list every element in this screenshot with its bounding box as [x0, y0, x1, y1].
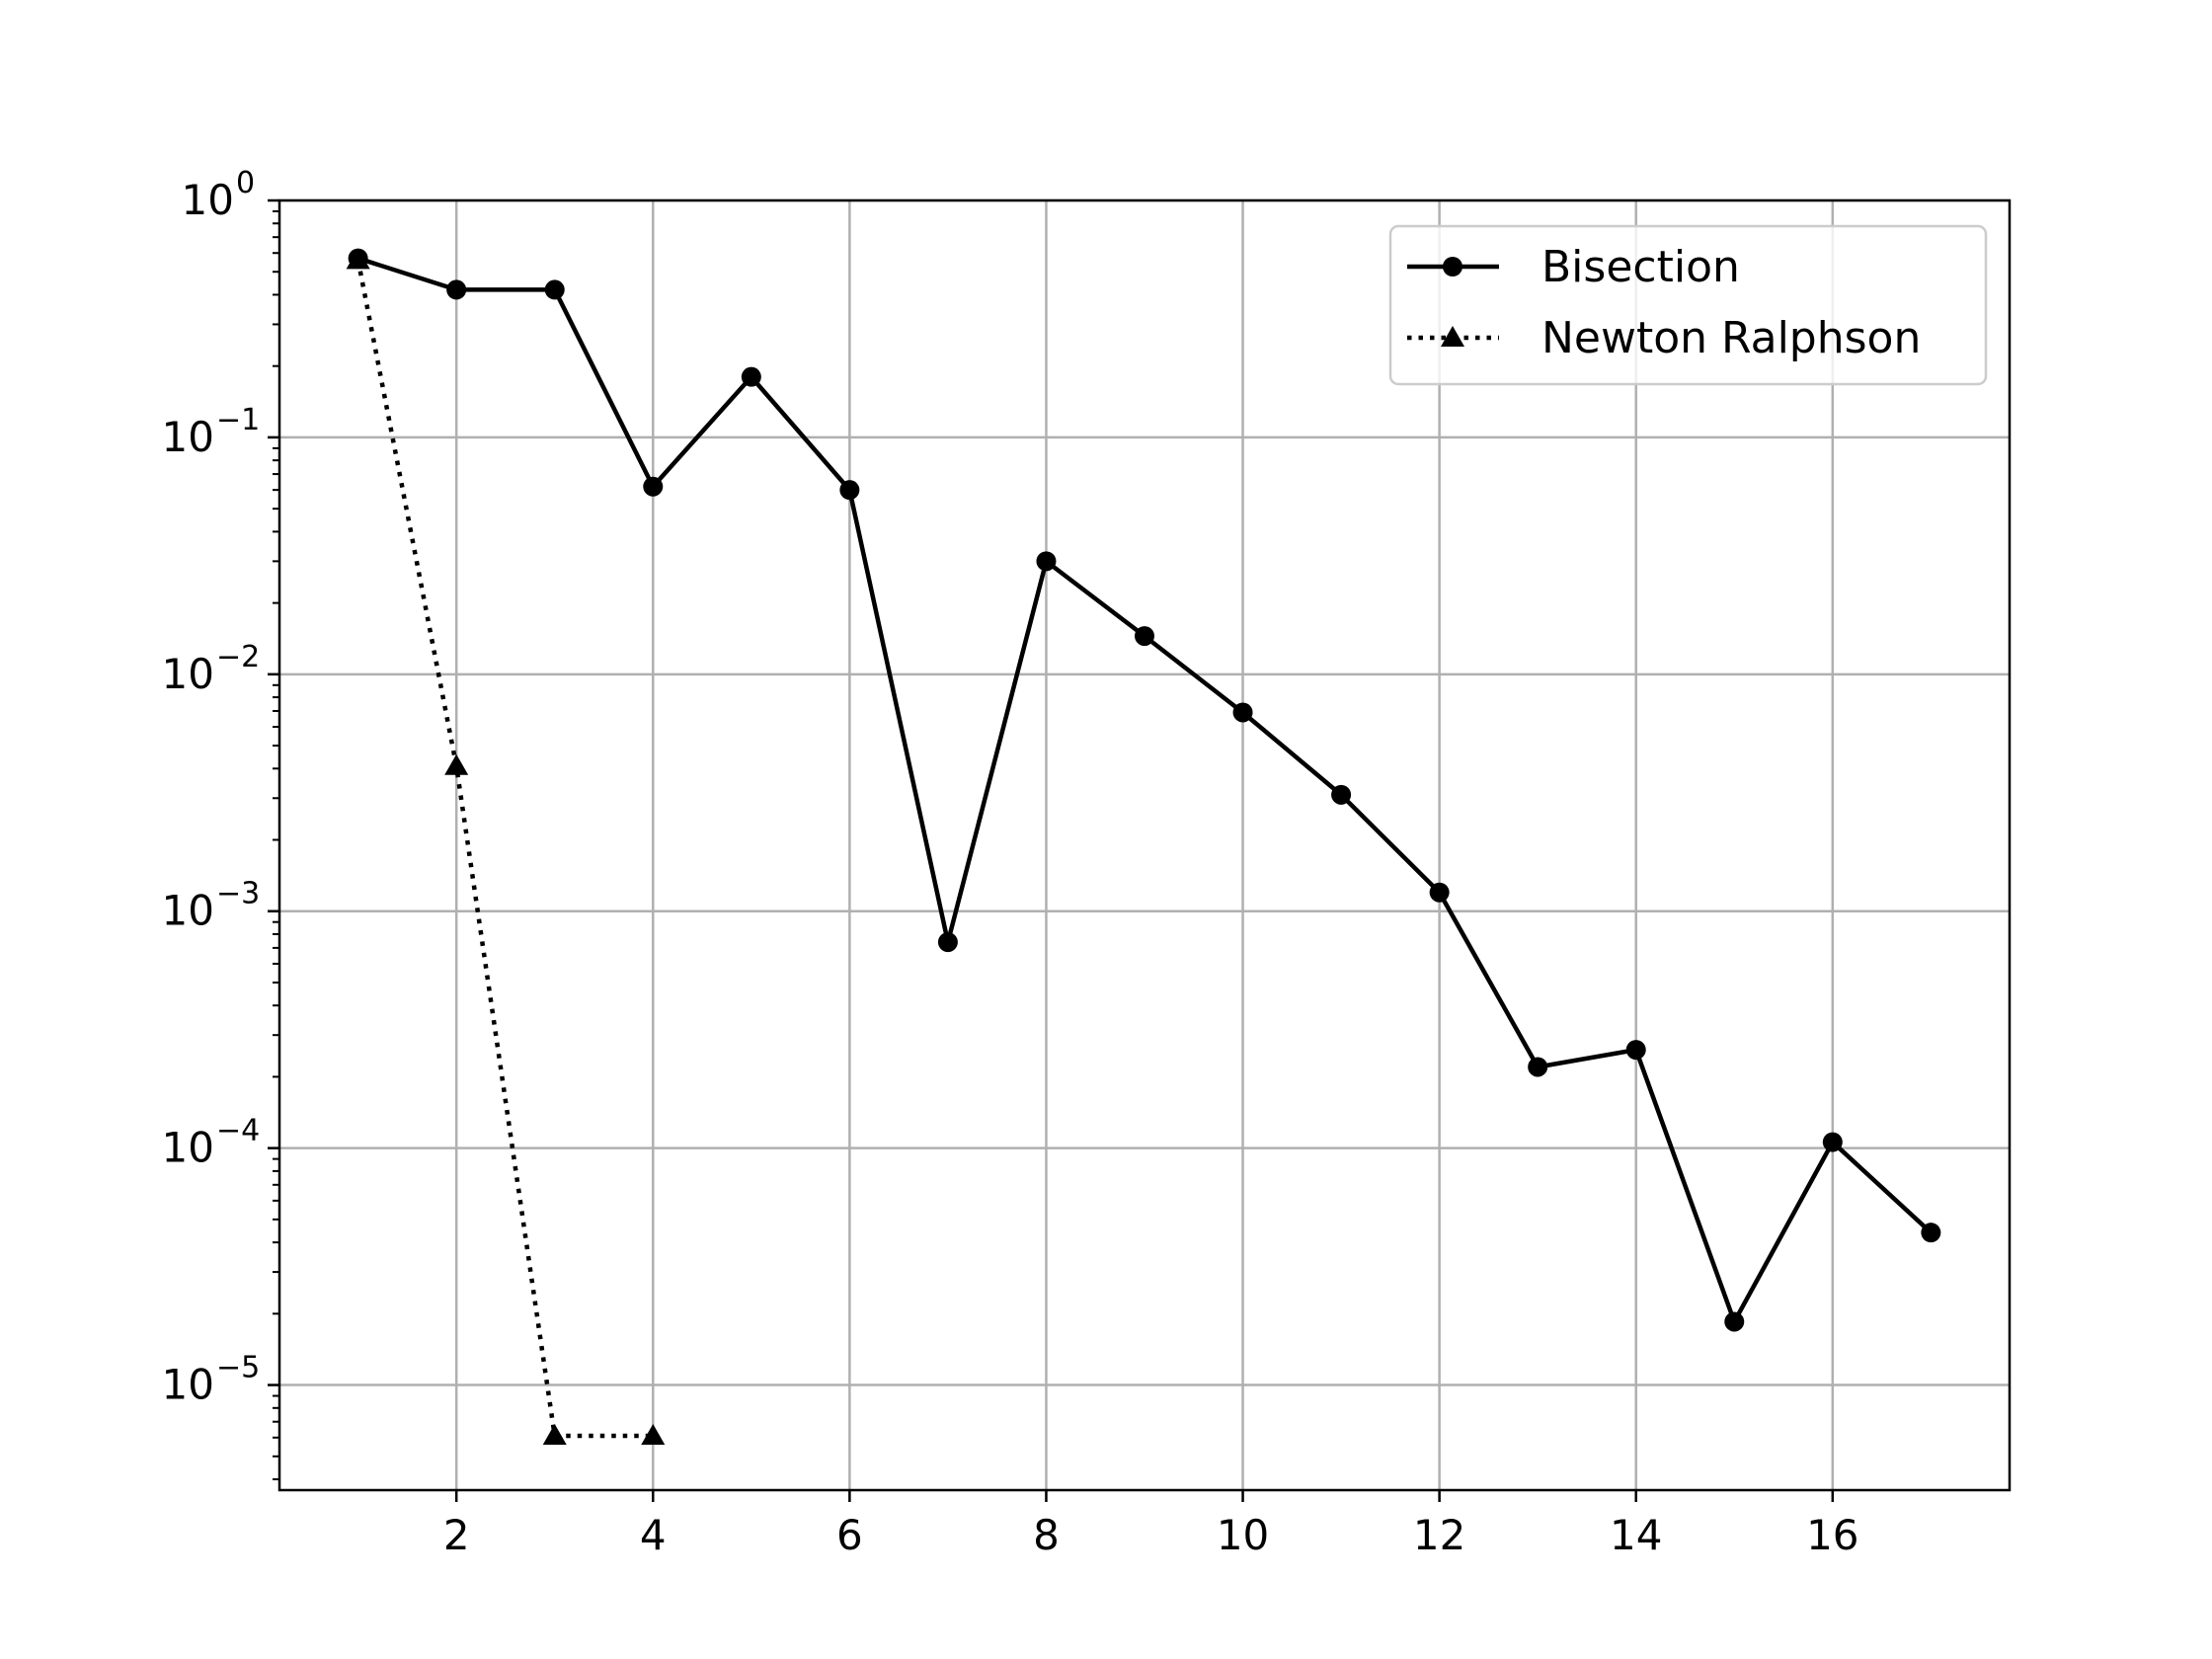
data-point: [1724, 1311, 1745, 1332]
legend-box: [1388, 224, 1988, 386]
data-point: [542, 1424, 567, 1446]
data-point: [1232, 702, 1253, 723]
data-point: [1528, 1057, 1548, 1077]
legend-marker: [1441, 326, 1464, 347]
plot-area-frame: [277, 198, 2012, 1492]
data-point: [346, 248, 370, 270]
series-line: [356, 259, 654, 1439]
x-tick-label: 14: [1610, 1511, 1662, 1559]
y-tick-label: 10 −4: [162, 1114, 261, 1172]
data-point: [1135, 626, 1154, 647]
data-point: [1822, 1132, 1843, 1152]
y-tick-exponent: −4: [216, 1114, 260, 1148]
data-point: [444, 753, 469, 775]
data-point: [1331, 784, 1352, 805]
y-tick-label: 10 −5: [162, 1351, 261, 1409]
data-point: [937, 932, 958, 953]
data-point: [839, 480, 860, 501]
x-tick-label: 10: [1217, 1511, 1269, 1559]
legend-label: Newton Ralphson: [1541, 313, 1921, 363]
y-tick-base: 10: [162, 1124, 214, 1172]
data-point: [1625, 1040, 1646, 1061]
y-tick-exponent: 0: [236, 166, 255, 200]
x-tick-label: 2: [443, 1511, 470, 1559]
y-tick-label: 10 0: [182, 166, 256, 224]
data-point: [643, 476, 664, 497]
y-tick-base: 10: [162, 650, 214, 698]
x-tick-label: 16: [1806, 1511, 1858, 1559]
legend-label: Bisection: [1541, 242, 1740, 292]
legend: Bisection Newton Ralphson: [1388, 224, 1988, 386]
y-tick-exponent: −5: [216, 1351, 260, 1385]
series-bisection: [348, 248, 1941, 1332]
y-tick-exponent: −3: [216, 877, 260, 911]
y-tick-label: 10 −2: [162, 640, 261, 698]
legend-item: Newton Ralphson: [1407, 313, 1921, 363]
data-point: [741, 366, 761, 387]
series-layer: [346, 248, 1941, 1446]
y-tick-base: 10: [162, 1361, 214, 1409]
x-tick-label: 8: [1033, 1511, 1060, 1559]
y-tick-base: 10: [162, 413, 214, 461]
data-point: [1921, 1223, 1941, 1243]
y-tick-exponent: −1: [216, 403, 260, 437]
legend-marker: [1443, 257, 1462, 276]
data-point: [544, 279, 565, 300]
y-tick-exponent: −2: [216, 640, 260, 674]
x-tick-label: 6: [836, 1511, 863, 1559]
series-newton-ralphson: [346, 248, 666, 1446]
y-tick-base: 10: [182, 176, 234, 224]
data-point: [1036, 551, 1057, 572]
x-tick-label: 12: [1413, 1511, 1465, 1559]
x-tick-label: 4: [640, 1511, 667, 1559]
data-point: [446, 279, 467, 300]
y-tick-base: 10: [162, 887, 214, 935]
data-point: [641, 1424, 666, 1446]
y-tick-label: 10 −3: [162, 877, 261, 935]
legend-item: Bisection: [1407, 242, 1740, 292]
y-tick-label: 10 −1: [162, 403, 261, 461]
data-point: [1429, 882, 1450, 903]
